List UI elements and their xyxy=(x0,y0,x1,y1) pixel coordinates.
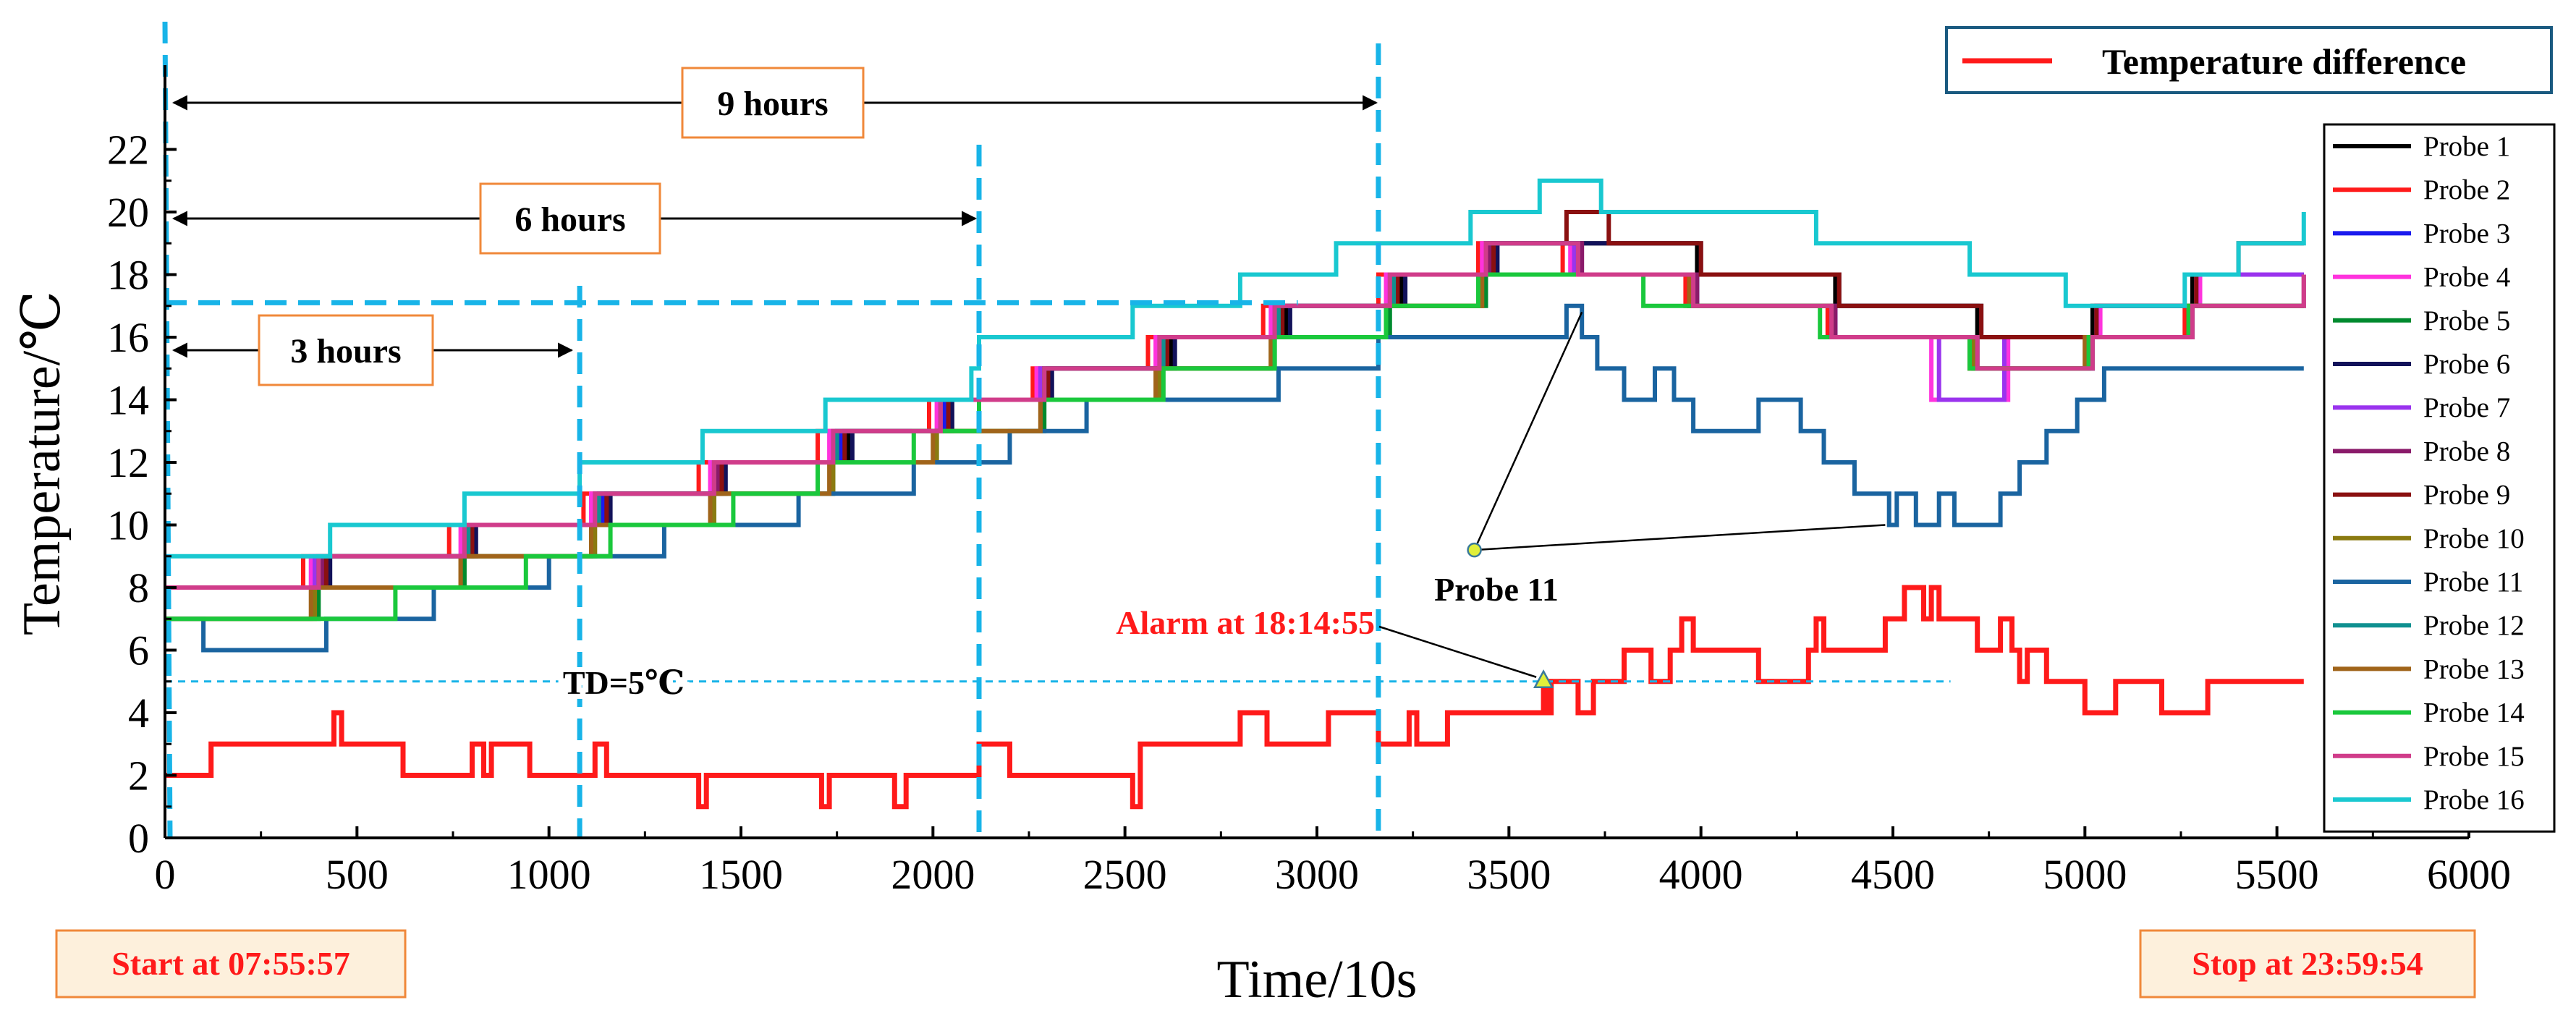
y-tick-label-8: 8 xyxy=(128,564,149,611)
series-line-probe-11 xyxy=(165,303,2304,653)
probe-11-callout-line-1 xyxy=(1473,311,1583,551)
series-line-probe-7 xyxy=(165,241,2304,590)
duration-label-9h: 9 hours xyxy=(717,85,828,123)
series-line-probe-16 xyxy=(165,178,2306,559)
duration-box-9h xyxy=(681,67,865,139)
duration-label-3h: 3 hours xyxy=(290,332,401,370)
x-tick-label-6000: 6000 xyxy=(2427,851,2511,898)
x-tick-label-5000: 5000 xyxy=(2043,851,2127,898)
stop-time-label: Stop at 23:59:54 xyxy=(2192,945,2423,982)
legend-layer: Probe 1 Probe 2 Probe 3 Probe 4 Probe 5 Probe… xyxy=(2323,123,2556,833)
x-tick-label-1000: 1000 xyxy=(507,851,591,898)
probe-11-callout-point xyxy=(1467,542,1482,558)
annotation-layer xyxy=(171,95,1886,688)
start-time-box xyxy=(55,929,407,999)
alarm-pointer-line xyxy=(1378,625,1537,678)
y-tick-label-6: 6 xyxy=(128,627,149,674)
series-line-probe-4 xyxy=(165,241,2304,590)
legend-label-probe-7: Probe 7 xyxy=(2423,392,2510,423)
legend-label-probe-9: Probe 9 xyxy=(2423,480,2510,511)
series-line-temperature-difference xyxy=(165,585,2304,810)
legend-label-probe-11: Probe 11 xyxy=(2423,567,2523,598)
y-tick-label-22: 22 xyxy=(107,127,149,174)
legend-label-probe-2: Probe 2 xyxy=(2423,174,2510,205)
legend-label-probe-16: Probe 16 xyxy=(2423,784,2525,815)
series-line-probe-6 xyxy=(165,241,2304,590)
legend-label-probe-14: Probe 14 xyxy=(2423,698,2525,729)
start-time-label: Start at 07:55:57 xyxy=(111,945,350,982)
x-tick-label-4000: 4000 xyxy=(1659,851,1743,898)
alarm-label: Alarm at 18:14:55 xyxy=(1116,604,1375,641)
x-tick-label-5500: 5500 xyxy=(2235,851,2319,898)
y-tick-label-0: 0 xyxy=(128,815,149,862)
alarm-point-marker xyxy=(1533,669,1554,688)
x-tick-label-3500: 3500 xyxy=(1467,851,1551,898)
legend-label-probe-3: Probe 3 xyxy=(2423,218,2510,249)
series-line-probe-3 xyxy=(165,241,2304,590)
x-tick-label-500: 500 xyxy=(326,851,389,898)
series-line-probe-15 xyxy=(165,241,2306,590)
x-axis-title: Time/10s xyxy=(1217,950,1418,1009)
y-tick-label-2: 2 xyxy=(128,753,149,800)
y-tick-label-12: 12 xyxy=(107,439,149,486)
series-line-probe-12 xyxy=(165,241,2304,590)
legend-label-probe-6: Probe 6 xyxy=(2423,349,2510,380)
axis-layer: 0 500 1000 1500 2000 2500 3000 3500 4000 4500 5000… xyxy=(107,65,2511,898)
legend-label-probe-1: Probe 1 xyxy=(2423,131,2510,162)
probe-11-callout-line-2 xyxy=(1474,524,1886,551)
probe-11-callout-label: Probe 11 xyxy=(1434,571,1559,608)
legend-label-probe-5: Probe 5 xyxy=(2423,305,2510,336)
legend-label-probe-8: Probe 8 xyxy=(2423,436,2510,467)
duration-box-6h xyxy=(479,182,661,255)
series-line-probe-8 xyxy=(165,241,2306,590)
y-tick-label-16: 16 xyxy=(107,314,149,361)
legend-label-probe-12: Probe 12 xyxy=(2423,610,2525,641)
series-layer xyxy=(165,178,2306,810)
y-axis-title: Temperature/℃ xyxy=(12,291,72,635)
td-legend-label: Temperature difference xyxy=(2102,41,2466,82)
threshold-label: TD=5℃ xyxy=(563,664,685,701)
legend-label-probe-4: Probe 4 xyxy=(2423,262,2510,293)
legend-label-probe-13: Probe 13 xyxy=(2423,653,2525,684)
y-tick-label-18: 18 xyxy=(107,252,149,299)
y-tick-label-14: 14 xyxy=(107,377,149,424)
y-tick-label-10: 10 xyxy=(107,502,149,549)
y-tick-label-4: 4 xyxy=(128,690,149,737)
series-line-probe-1 xyxy=(165,241,2304,590)
y-tick-label-20: 20 xyxy=(107,189,149,236)
legend-label-probe-15: Probe 15 xyxy=(2423,741,2525,772)
duration-label-6h: 6 hours xyxy=(514,200,625,239)
x-tick-label-0: 0 xyxy=(155,851,176,898)
x-tick-label-2000: 2000 xyxy=(891,851,975,898)
legend-label-probe-10: Probe 10 xyxy=(2423,523,2525,554)
series-line-probe-2 xyxy=(165,241,2304,590)
stop-time-box xyxy=(2139,929,2476,999)
x-tick-label-4500: 4500 xyxy=(1851,851,1935,898)
x-tick-label-2500: 2500 xyxy=(1083,851,1167,898)
x-tick-label-3000: 3000 xyxy=(1275,851,1359,898)
x-tick-label-1500: 1500 xyxy=(699,851,783,898)
duration-box-3h xyxy=(258,314,434,386)
